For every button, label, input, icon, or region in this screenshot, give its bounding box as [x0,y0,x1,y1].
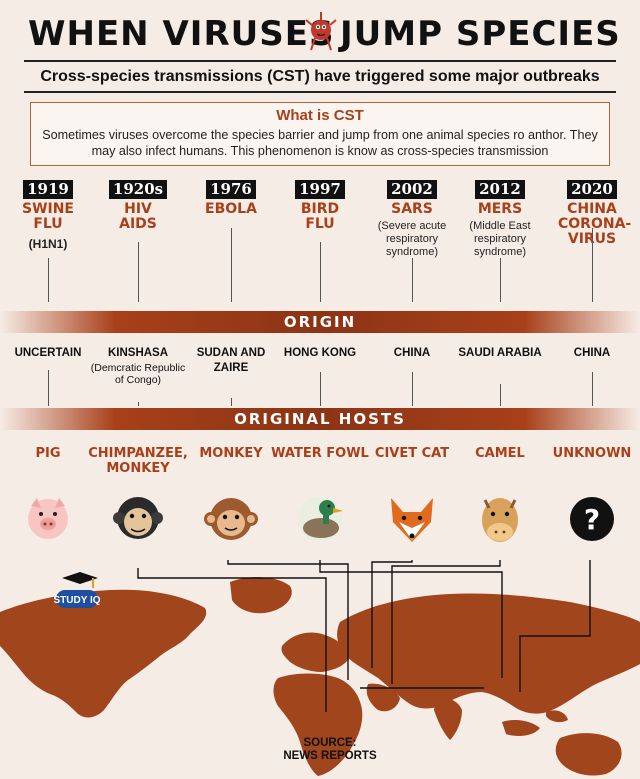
outbreak-disease-name: BIRD FLU [300,201,340,232]
original-host-name: PIG [35,446,61,461]
outbreak-disease-subtitle: (Middle East respiratory syndrome) [469,220,531,258]
outbreak-disease-name: SWINE FLU [21,201,74,232]
duck-icon [298,497,343,541]
outbreak-year: 2012 [475,180,525,199]
origin-connector [138,402,139,406]
origin-name: HONG KONG [283,347,357,359]
subtitle: Cross-species transmissions (CST) have t… [40,68,600,85]
study-iq-logo: STUDY IQ [53,572,101,608]
outbreak-disease-name: CHINA CORONA-VIRUS [558,201,632,247]
svg-text:?: ? [584,503,600,536]
civet-cat-icon [391,498,433,542]
title-left: WHEN VIRUSES [28,14,335,54]
outbreak-column: 2012 MERS (Middle East respiratory syndrom… [452,180,548,259]
origin-label: ORIGIN [283,313,357,331]
original-host-name: UNKNOWN [552,446,632,461]
origin-name: CHINA [393,347,431,359]
outbreak-column: 1920s HIV AIDS [90,180,186,232]
origin-connector [320,372,321,406]
original-host-name: CAMEL [475,446,525,461]
outbreak-year: 1919 [23,180,73,199]
origin-connector [500,384,501,406]
origin-connector [412,372,413,406]
timeline-connector [48,258,49,302]
source-text: NEWS REPORTS [283,750,377,762]
origin-name: SAUDI ARABIA [458,347,542,359]
origin-name: UNCERTAIN [14,347,82,359]
origin-location: KINSHASA (Demcratic Republic of Congo) [88,346,188,386]
outbreak-column: 1997 BIRD FLU [272,180,368,232]
origin-location: CHINA [362,346,462,361]
outbreak-disease-name: HIV AIDS [119,201,157,232]
outbreak-disease-subtitle: (H1N1) [28,237,68,251]
source-note: SOURCE: NEWS REPORTS [270,737,390,763]
hosts-label: ORIGINAL HOSTS [234,410,406,428]
logo-text: STUDY IQ [53,595,100,606]
origin-location: HONG KONG [270,346,370,361]
outbreak-column: 1919 SWINE FLU (H1N1) [0,180,96,251]
outbreak-disease-name: EBOLA [205,201,257,217]
origin-location: UNCERTAIN [0,346,98,361]
timeline-connector [231,228,232,302]
outbreak-year: 1976 [206,180,256,199]
origin-name: SUDAN AND ZAIRE [196,347,266,374]
origin-location: SUDAN AND ZAIRE [181,346,281,376]
hosts-band [0,408,640,430]
origin-location: SAUDI ARABIA [450,346,550,361]
original-host-name: CIVET CAT [374,446,450,461]
question-icon: ? [570,497,614,541]
origin-connector [48,370,49,406]
outbreak-column: 1976 EBOLA [183,180,279,217]
outbreak-year: 1920s [108,180,168,199]
timeline-connector [320,242,321,302]
title-rule [24,60,616,62]
outbreak-column: 2020 CHINA CORONA-VIRUS [544,180,640,247]
timeline-connector [412,258,413,302]
outbreak-column: 2002 SARS (Severe acute respiratory syndro… [364,180,460,259]
monkey-icon [204,498,258,540]
camel-icon [482,498,518,542]
world-map [0,560,640,776]
source-label: SOURCE: [303,737,357,749]
outbreak-disease-name: MERS [477,201,523,217]
virus-mascot-icon [305,12,337,51]
outbreak-year: 2020 [567,180,617,199]
origin-location: CHINA [542,346,640,361]
cst-text: Sometimes viruses overcome the species b… [42,128,598,158]
chimpanzee-icon [113,497,163,539]
origin-detail: (Demcratic Republic of Congo) [90,362,186,386]
origin-name: KINSHASA [107,347,169,359]
original-host-name: CHIMPANZEE, MONKEY [88,446,188,476]
cst-heading: What is CST [276,107,364,124]
title-right: JUMP SPECIES [340,14,621,54]
origin-name: CHINA [573,347,611,359]
pig-icon [28,498,68,539]
original-host-name: WATER FOWL [271,446,369,461]
origin-band [0,311,640,333]
timeline-connector [138,242,139,302]
original-host-name: MONKEY [199,446,263,461]
outbreak-disease-subtitle: (Severe acute respiratory syndrome) [377,220,447,258]
cst-definition-box: What is CST Sometimes viruses overcome t… [30,102,610,166]
origin-connector [231,398,232,406]
outbreak-year: 1997 [295,180,345,199]
timeline-connector [500,258,501,302]
subtitle-rule [24,91,616,93]
timeline-connector [592,228,593,302]
outbreak-disease-name: SARS [391,201,433,217]
outbreak-year: 2002 [387,180,437,199]
origin-connector [592,372,593,406]
